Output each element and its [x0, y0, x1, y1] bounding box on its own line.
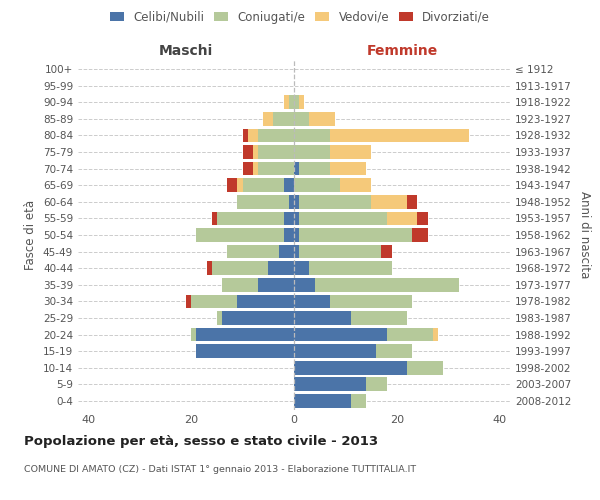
- Bar: [294, 262, 310, 275]
- Bar: [258, 278, 294, 291]
- Bar: [212, 212, 217, 225]
- Bar: [330, 294, 412, 308]
- Bar: [294, 112, 310, 126]
- Bar: [386, 212, 418, 225]
- Bar: [227, 245, 278, 258]
- Bar: [238, 178, 242, 192]
- Bar: [294, 195, 299, 208]
- Bar: [294, 394, 350, 407]
- Bar: [196, 328, 294, 342]
- Bar: [253, 146, 258, 159]
- Bar: [299, 96, 304, 109]
- Text: Femmine: Femmine: [367, 44, 437, 58]
- Bar: [238, 195, 289, 208]
- Bar: [284, 96, 289, 109]
- Bar: [294, 311, 350, 324]
- Bar: [258, 146, 294, 159]
- Bar: [294, 146, 330, 159]
- Bar: [294, 96, 299, 109]
- Bar: [258, 128, 294, 142]
- Bar: [299, 162, 330, 175]
- Bar: [238, 294, 294, 308]
- Bar: [294, 344, 376, 358]
- Bar: [299, 195, 371, 208]
- Legend: Celibi/Nubili, Coniugati/e, Vedovi/e, Divorziati/e: Celibi/Nubili, Coniugati/e, Vedovi/e, Di…: [105, 6, 495, 28]
- Bar: [253, 162, 258, 175]
- Bar: [330, 146, 371, 159]
- Bar: [191, 294, 238, 308]
- Bar: [186, 294, 191, 308]
- Y-axis label: Anni di nascita: Anni di nascita: [578, 192, 591, 278]
- Bar: [227, 178, 238, 192]
- Bar: [268, 262, 294, 275]
- Bar: [350, 394, 366, 407]
- Bar: [212, 262, 268, 275]
- Bar: [222, 311, 294, 324]
- Bar: [274, 112, 294, 126]
- Bar: [350, 311, 407, 324]
- Bar: [340, 178, 371, 192]
- Bar: [248, 128, 258, 142]
- Text: Popolazione per età, sesso e stato civile - 2013: Popolazione per età, sesso e stato civil…: [24, 435, 378, 448]
- Bar: [299, 245, 382, 258]
- Bar: [191, 328, 196, 342]
- Bar: [418, 212, 428, 225]
- Bar: [294, 278, 314, 291]
- Bar: [407, 195, 418, 208]
- Bar: [294, 178, 340, 192]
- Bar: [284, 228, 294, 242]
- Bar: [196, 228, 284, 242]
- Bar: [412, 228, 428, 242]
- Bar: [294, 294, 330, 308]
- Bar: [284, 212, 294, 225]
- Bar: [278, 245, 294, 258]
- Bar: [222, 278, 258, 291]
- Bar: [310, 112, 335, 126]
- Bar: [294, 378, 366, 391]
- Bar: [242, 146, 253, 159]
- Bar: [433, 328, 438, 342]
- Bar: [382, 245, 392, 258]
- Bar: [263, 112, 274, 126]
- Bar: [294, 212, 299, 225]
- Bar: [289, 195, 294, 208]
- Bar: [242, 178, 284, 192]
- Bar: [366, 378, 386, 391]
- Bar: [258, 162, 294, 175]
- Bar: [330, 162, 366, 175]
- Bar: [294, 128, 330, 142]
- Bar: [284, 178, 294, 192]
- Bar: [371, 195, 407, 208]
- Bar: [310, 262, 392, 275]
- Text: Maschi: Maschi: [159, 44, 213, 58]
- Bar: [294, 328, 386, 342]
- Bar: [294, 361, 407, 374]
- Bar: [386, 328, 433, 342]
- Bar: [294, 228, 299, 242]
- Bar: [294, 245, 299, 258]
- Bar: [376, 344, 412, 358]
- Bar: [330, 128, 469, 142]
- Bar: [217, 212, 284, 225]
- Bar: [299, 228, 412, 242]
- Bar: [242, 128, 248, 142]
- Bar: [206, 262, 212, 275]
- Bar: [217, 311, 222, 324]
- Bar: [294, 162, 299, 175]
- Bar: [242, 162, 253, 175]
- Text: COMUNE DI AMATO (CZ) - Dati ISTAT 1° gennaio 2013 - Elaborazione TUTTITALIA.IT: COMUNE DI AMATO (CZ) - Dati ISTAT 1° gen…: [24, 465, 416, 474]
- Bar: [314, 278, 458, 291]
- Bar: [407, 361, 443, 374]
- Bar: [289, 96, 294, 109]
- Bar: [196, 344, 294, 358]
- Bar: [299, 212, 386, 225]
- Y-axis label: Fasce di età: Fasce di età: [25, 200, 37, 270]
